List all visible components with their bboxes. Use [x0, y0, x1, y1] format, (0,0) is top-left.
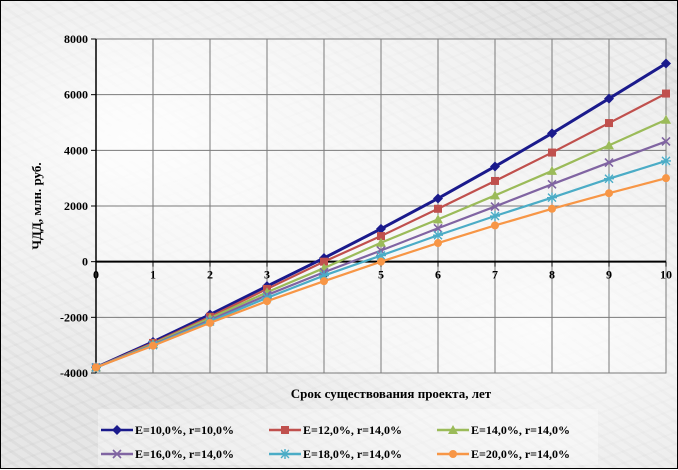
- y-tick-label: 0: [82, 255, 88, 269]
- data-point: [661, 58, 671, 69]
- legend-label: E=10,0%, r=10,0%: [135, 423, 234, 437]
- legend-item: E=14,0%, r=14,0%: [437, 423, 570, 437]
- legend-box: [98, 409, 598, 465]
- legend-label: E=20,0%, r=14,0%: [471, 447, 570, 461]
- data-point: [433, 223, 443, 233]
- data-point: [548, 148, 556, 157]
- y-tick-label: -2000: [60, 310, 88, 324]
- x-tick-label: 6: [435, 268, 441, 282]
- data-point: [320, 277, 328, 286]
- x-tick-label: 2: [207, 268, 213, 282]
- data-point: [449, 450, 457, 458]
- x-tick-label: 9: [606, 268, 612, 282]
- legend-label: E=14,0%, r=14,0%: [471, 423, 570, 437]
- x-tick-label: 7: [492, 268, 498, 282]
- data-point: [605, 119, 613, 128]
- legend-item: E=20,0%, r=14,0%: [437, 447, 570, 461]
- data-point: [112, 449, 122, 459]
- data-point: [604, 173, 614, 184]
- y-tick-label: 6000: [64, 88, 88, 102]
- data-point: [92, 363, 100, 372]
- legend-item: E=18,0%, r=14,0%: [269, 447, 402, 461]
- legend-label: E=12,0%, r=14,0%: [303, 423, 402, 437]
- data-point: [112, 425, 122, 435]
- series-6: [92, 174, 670, 372]
- data-point: [319, 270, 329, 281]
- data-point: [491, 176, 499, 185]
- data-point: [490, 211, 500, 222]
- legend-item: E=12,0%, r=14,0%: [269, 423, 402, 437]
- x-tick-label: 3: [264, 268, 270, 282]
- data-point: [376, 223, 386, 234]
- data-point: [604, 140, 614, 150]
- data-point: [377, 232, 385, 241]
- data-point: [604, 93, 614, 104]
- y-tick-label: -4000: [60, 366, 88, 380]
- data-point: [320, 257, 328, 266]
- y-tick-label: 4000: [64, 143, 88, 157]
- data-point: [662, 174, 670, 183]
- y-tick-label: 2000: [64, 199, 88, 213]
- series-group: [91, 58, 671, 373]
- data-point: [547, 179, 557, 189]
- data-point: [547, 128, 557, 139]
- data-point: [263, 297, 271, 306]
- legend-item: E=10,0%, r=10,0%: [101, 423, 234, 437]
- y-tick-label: 8000: [64, 32, 88, 46]
- legend: E=10,0%, r=10,0% E=12,0%, r=14,0% E=14,0%,…: [98, 409, 598, 465]
- legend-item: E=16,0%, r=14,0%: [101, 447, 234, 461]
- data-point: [662, 89, 670, 98]
- data-point: [548, 204, 556, 213]
- data-point: [490, 190, 500, 200]
- data-point: [280, 449, 290, 459]
- data-point: [661, 155, 671, 166]
- data-point: [661, 114, 671, 124]
- data-point: [377, 257, 385, 266]
- x-tick-label: 5: [378, 268, 384, 282]
- data-point: [149, 341, 157, 350]
- data-point: [547, 192, 557, 203]
- y-axis-title: ЧДД, млн. руб.: [29, 162, 44, 249]
- data-point: [434, 204, 442, 213]
- data-point: [661, 136, 671, 146]
- data-point: [434, 239, 442, 248]
- x-tick-label: 8: [549, 268, 555, 282]
- x-axis-title: Срок существования проекта, лет: [291, 386, 492, 401]
- legend-label: E=16,0%, r=14,0%: [135, 447, 234, 461]
- data-point: [433, 193, 443, 204]
- data-point: [281, 426, 289, 434]
- data-point: [376, 250, 386, 261]
- data-point: [547, 165, 557, 175]
- x-tick-label: 10: [660, 268, 672, 282]
- data-point: [448, 425, 458, 434]
- data-point: [605, 189, 613, 198]
- data-point: [490, 201, 500, 212]
- data-point: [491, 221, 499, 230]
- data-point: [490, 161, 500, 172]
- legend-label: E=18,0%, r=14,0%: [303, 447, 402, 461]
- data-point: [433, 230, 443, 241]
- data-point: [604, 158, 614, 168]
- x-tick-label: 0: [93, 268, 99, 282]
- x-tick-label: 1: [150, 268, 156, 282]
- data-point: [376, 237, 386, 247]
- data-point: [206, 318, 214, 327]
- data-point: [433, 214, 443, 224]
